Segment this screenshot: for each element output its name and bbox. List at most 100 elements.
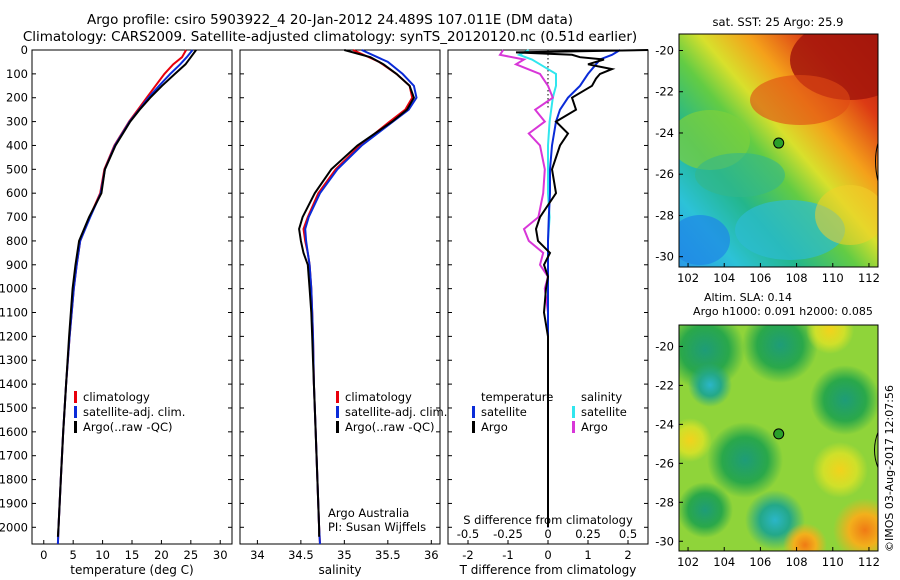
legend-title-temperature: temperature [481,390,553,404]
t-tick-label: -1 [502,548,513,562]
lat-tick-label: -22 [655,85,674,99]
depth-tick-label: 1700 [0,449,28,463]
series-line-climatology [56,49,187,545]
depth-tick-label: 100 [6,67,28,81]
sla-map-title2: Argo h1000: 0.091 h2000: 0.085 [693,305,873,318]
legend-swatch-sal-argo [572,421,575,433]
depth-tick-label: 800 [6,234,28,248]
legend-swatch-satellite [336,406,339,418]
depth-tick-label: 400 [6,138,28,152]
x-tick-label: 20 [154,548,169,562]
salinity-lines [298,49,418,545]
lat-tick-label: -20 [655,43,674,57]
s-tick-label: -0.5 [457,527,479,541]
temperature-lines [56,49,197,545]
depth-tick-label: 1600 [0,425,28,439]
lon-tick-label: 108 [786,555,808,569]
s-tick-label: -0.25 [493,527,523,541]
x-tick-label: 25 [184,548,199,562]
difference-xlabel: T difference from climatology [459,563,637,577]
difference-legend: temperature satellite Argo salinity sate… [472,390,627,434]
lon-tick-label: 108 [786,271,808,285]
depth-tick-label: 1100 [0,306,28,320]
series-line-temperature-satellite [547,49,621,528]
depth-tick-label: 600 [6,186,28,200]
footer-timestamp: ©IMOS 03-Aug-2017 12:07:56 [883,385,896,552]
lat-tick-label: -28 [655,208,674,222]
difference-lines [498,49,649,528]
series-line-argo-raw-qc- [56,49,197,537]
lon-tick-label: 104 [713,555,735,569]
depth-tick-label: 500 [6,162,28,176]
legend-label-argo: Argo(..raw -QC) [345,420,435,434]
legend-swatch-argo [336,421,339,433]
difference-top-label: S difference from climatology [463,513,633,527]
x-tick-label: 5 [70,548,77,562]
legend-label-argo: Argo(..raw -QC) [83,420,173,434]
lon-tick-label: 102 [677,271,699,285]
s-tick-label: 0.5 [619,527,637,541]
legend-swatch-climatology [336,391,339,403]
temperature-x-ticks: 0 5 10 15 20 25 30 [40,540,228,562]
lon-tick-label: 112 [858,271,880,285]
legend-label-sal-satellite: satellite [581,405,627,419]
series-line-satellite-adj-clim- [56,49,194,545]
depth-tick-label: 1800 [0,473,28,487]
sst-argo-marker [773,137,785,149]
x-tick-label: 35.5 [375,548,401,562]
lon-tick-label: 102 [677,555,699,569]
legend-swatch-argo [74,421,77,433]
series-line-climatology [302,49,414,545]
salinity-xlabel: salinity [318,563,361,577]
sst-map-frame [678,33,879,268]
salinity-x-ticks: 34 34.5 35 35.5 36 [250,540,439,562]
depth-tick-label: 700 [6,210,28,224]
x-tick-label: 10 [95,548,110,562]
legend-swatch-sal-satellite [572,406,575,418]
lat-tick-label: -28 [655,495,674,509]
difference-x-ticks: -2 -1 0 1 2 -0.5 -0.25 0 0.25 0.5 [457,527,637,562]
lat-tick-label: -22 [655,378,674,392]
sst-map-title: sat. SST: 25 Argo: 25.9 [713,15,844,29]
legend-label-satellite: satellite-adj. clim. [83,405,185,419]
x-tick-label: 15 [125,548,140,562]
legend-label-climatology: climatology [83,390,150,404]
sst-map-ticks: 102 104 106 108 110 112 -20 -22 -24 -26 -28 -30 [655,43,880,285]
note-pi: PI: Susan Wijffels [328,520,426,534]
s-tick-label: 0 [544,527,551,541]
legend-swatch-climatology [74,391,77,403]
lon-tick-label: 106 [749,271,771,285]
depth-tick-label: 0 [21,43,28,57]
lat-tick-label: -20 [655,339,674,353]
series-line-salinity-satellite [516,49,557,528]
legend-label-sal-argo: Argo [581,420,608,434]
t-tick-label: -2 [462,548,473,562]
sla-map-frame [678,324,879,552]
depth-tick-label: 1300 [0,353,28,367]
legend-swatch-temp-satellite [472,406,475,418]
t-tick-label: 0 [544,548,551,562]
chart-title-line1: Argo profile: csiro 5903922_4 20-Jan-201… [86,12,574,28]
depth-tick-label: 300 [6,115,28,129]
depth-tick-label: 1900 [0,496,28,510]
lat-tick-label: -24 [655,126,674,140]
lat-tick-label: -26 [655,167,674,181]
lat-tick-label: -26 [655,456,674,470]
depth-tick-label: 1500 [0,401,28,415]
sla-map-title1: Altim. SLA: 0.14 [704,291,792,304]
depth-tick-label: 1000 [0,282,28,296]
depth-tick-labels: 0 100 200 300 400 500 600 700 800 900 1000 1100 1200… [0,43,28,534]
legend-label-satellite: satellite-adj. clim. [345,405,447,419]
chart-title-line2: Climatology: CARS2009. Satellite-adjuste… [22,29,638,45]
legend-label-climatology: climatology [345,390,412,404]
x-tick-label: 30 [213,548,228,562]
t-tick-label: 2 [624,548,631,562]
salinity-legend: climatology satellite-adj. clim. Argo(..… [336,390,447,434]
lon-tick-label: 110 [822,555,844,569]
depth-tick-label: 1200 [0,329,28,343]
legend-swatch-satellite [74,406,77,418]
depth-tick-label: 200 [6,91,28,105]
x-tick-label: 0 [40,548,47,562]
lat-tick-label: -24 [655,417,674,431]
